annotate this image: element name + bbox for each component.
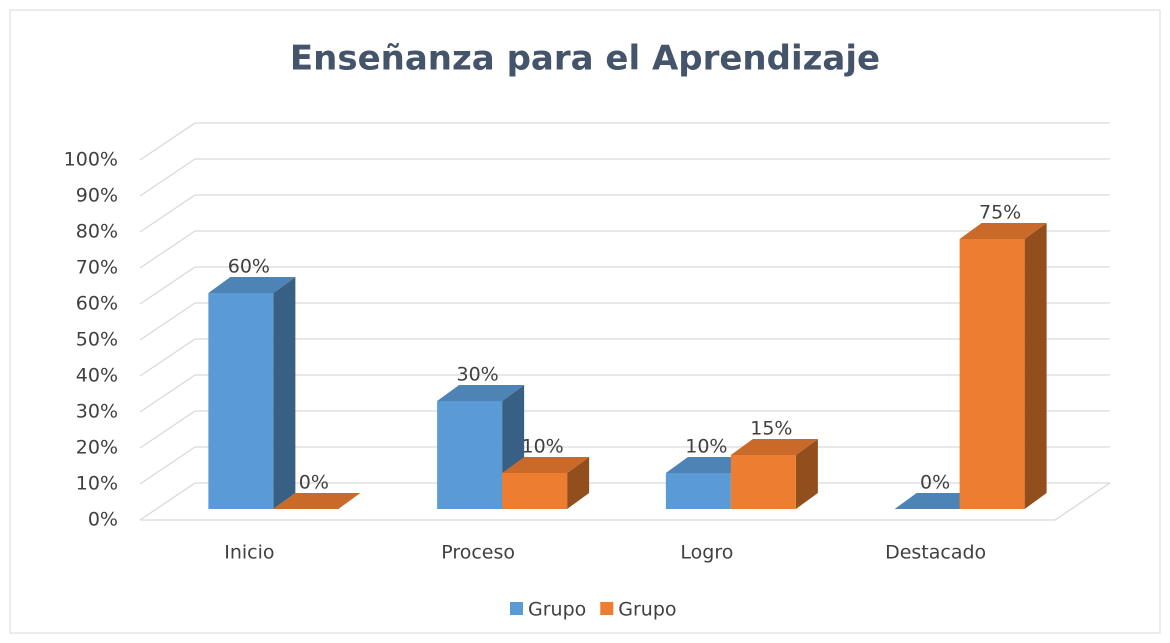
grid-line — [139, 194, 1110, 233]
bar-side — [567, 457, 590, 509]
grid-line — [139, 266, 1110, 305]
grid-line — [139, 338, 1110, 377]
bar-top — [208, 277, 296, 293]
y-tick-label: 40% — [76, 365, 118, 387]
x-tick-label: Logro — [680, 542, 733, 564]
bar-top — [502, 457, 590, 473]
data-label: 30% — [457, 364, 499, 386]
data-label: 10% — [685, 436, 727, 458]
grid-line — [139, 230, 1110, 269]
grid-line — [139, 374, 1110, 413]
y-tick-label: 10% — [76, 473, 118, 495]
grid-line — [139, 122, 1110, 161]
y-tick-label: 100% — [64, 149, 118, 171]
y-tick-label: 50% — [76, 329, 118, 351]
data-label: 75% — [979, 202, 1021, 224]
chart-title: Enseñanza para el Aprendizaje — [290, 39, 880, 79]
bar-front — [959, 239, 1025, 509]
y-tick-label: 80% — [76, 221, 118, 243]
y-tick-label: 30% — [76, 401, 118, 423]
grid-line — [139, 302, 1110, 341]
legend-swatch — [600, 602, 614, 615]
bar-front — [437, 401, 503, 509]
bar-front — [502, 473, 568, 509]
legend-label: Grupo — [528, 599, 586, 621]
bar-side — [795, 439, 818, 509]
x-tick-label: Inicio — [224, 542, 274, 564]
y-tick-label: 60% — [76, 293, 118, 315]
bar-top — [959, 223, 1047, 239]
grid-line — [139, 158, 1110, 197]
bar-front — [208, 293, 274, 509]
bar-top — [437, 385, 525, 401]
bar-side — [273, 277, 296, 509]
legend-swatch — [510, 602, 523, 615]
floor-edge — [1054, 482, 1111, 521]
bar-top — [730, 439, 818, 455]
data-label: 0% — [920, 472, 950, 494]
legend-label: Grupo — [618, 599, 676, 621]
data-label: 0% — [299, 472, 329, 494]
bar-front — [730, 455, 796, 509]
grid-line — [139, 410, 1110, 449]
x-tick-label: Proceso — [441, 542, 515, 564]
x-tick-label: Destacado — [885, 542, 986, 564]
data-label: 60% — [228, 256, 270, 278]
y-tick-label: 70% — [76, 257, 118, 279]
data-label: 10% — [522, 436, 564, 458]
data-label: 15% — [750, 418, 792, 440]
bar-top — [273, 493, 361, 509]
bar-side — [1024, 223, 1047, 509]
bar-front — [665, 473, 731, 509]
y-tick-label: 0% — [88, 509, 118, 531]
y-tick-label: 90% — [76, 185, 118, 207]
y-tick-label: 20% — [76, 437, 118, 459]
